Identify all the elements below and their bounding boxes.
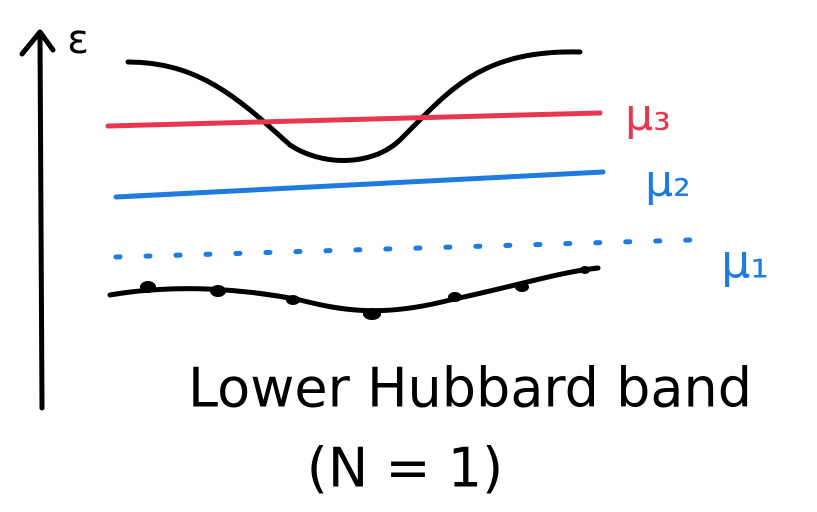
dot xyxy=(448,292,462,302)
level-label: μ₃ xyxy=(625,90,671,141)
level-label: μ₁ xyxy=(721,235,769,289)
caption-title: Lower Hubbard band xyxy=(188,357,752,420)
dot xyxy=(210,285,226,297)
dot xyxy=(363,308,381,320)
dot xyxy=(580,266,590,274)
band-curve xyxy=(125,49,583,163)
level-line xyxy=(105,110,603,129)
dot xyxy=(515,282,529,292)
axis-label: ε xyxy=(67,17,89,63)
band-dots xyxy=(140,266,590,320)
axis-arrowhead xyxy=(19,29,56,57)
lower-band-curve xyxy=(107,265,601,314)
level-line xyxy=(113,169,606,200)
level-line xyxy=(113,237,693,260)
level-label: μ₂ xyxy=(645,156,691,207)
caption-subtitle: (N = 1) xyxy=(307,437,503,500)
energy-axis xyxy=(37,32,45,411)
dot xyxy=(140,281,156,293)
dot xyxy=(286,295,300,305)
